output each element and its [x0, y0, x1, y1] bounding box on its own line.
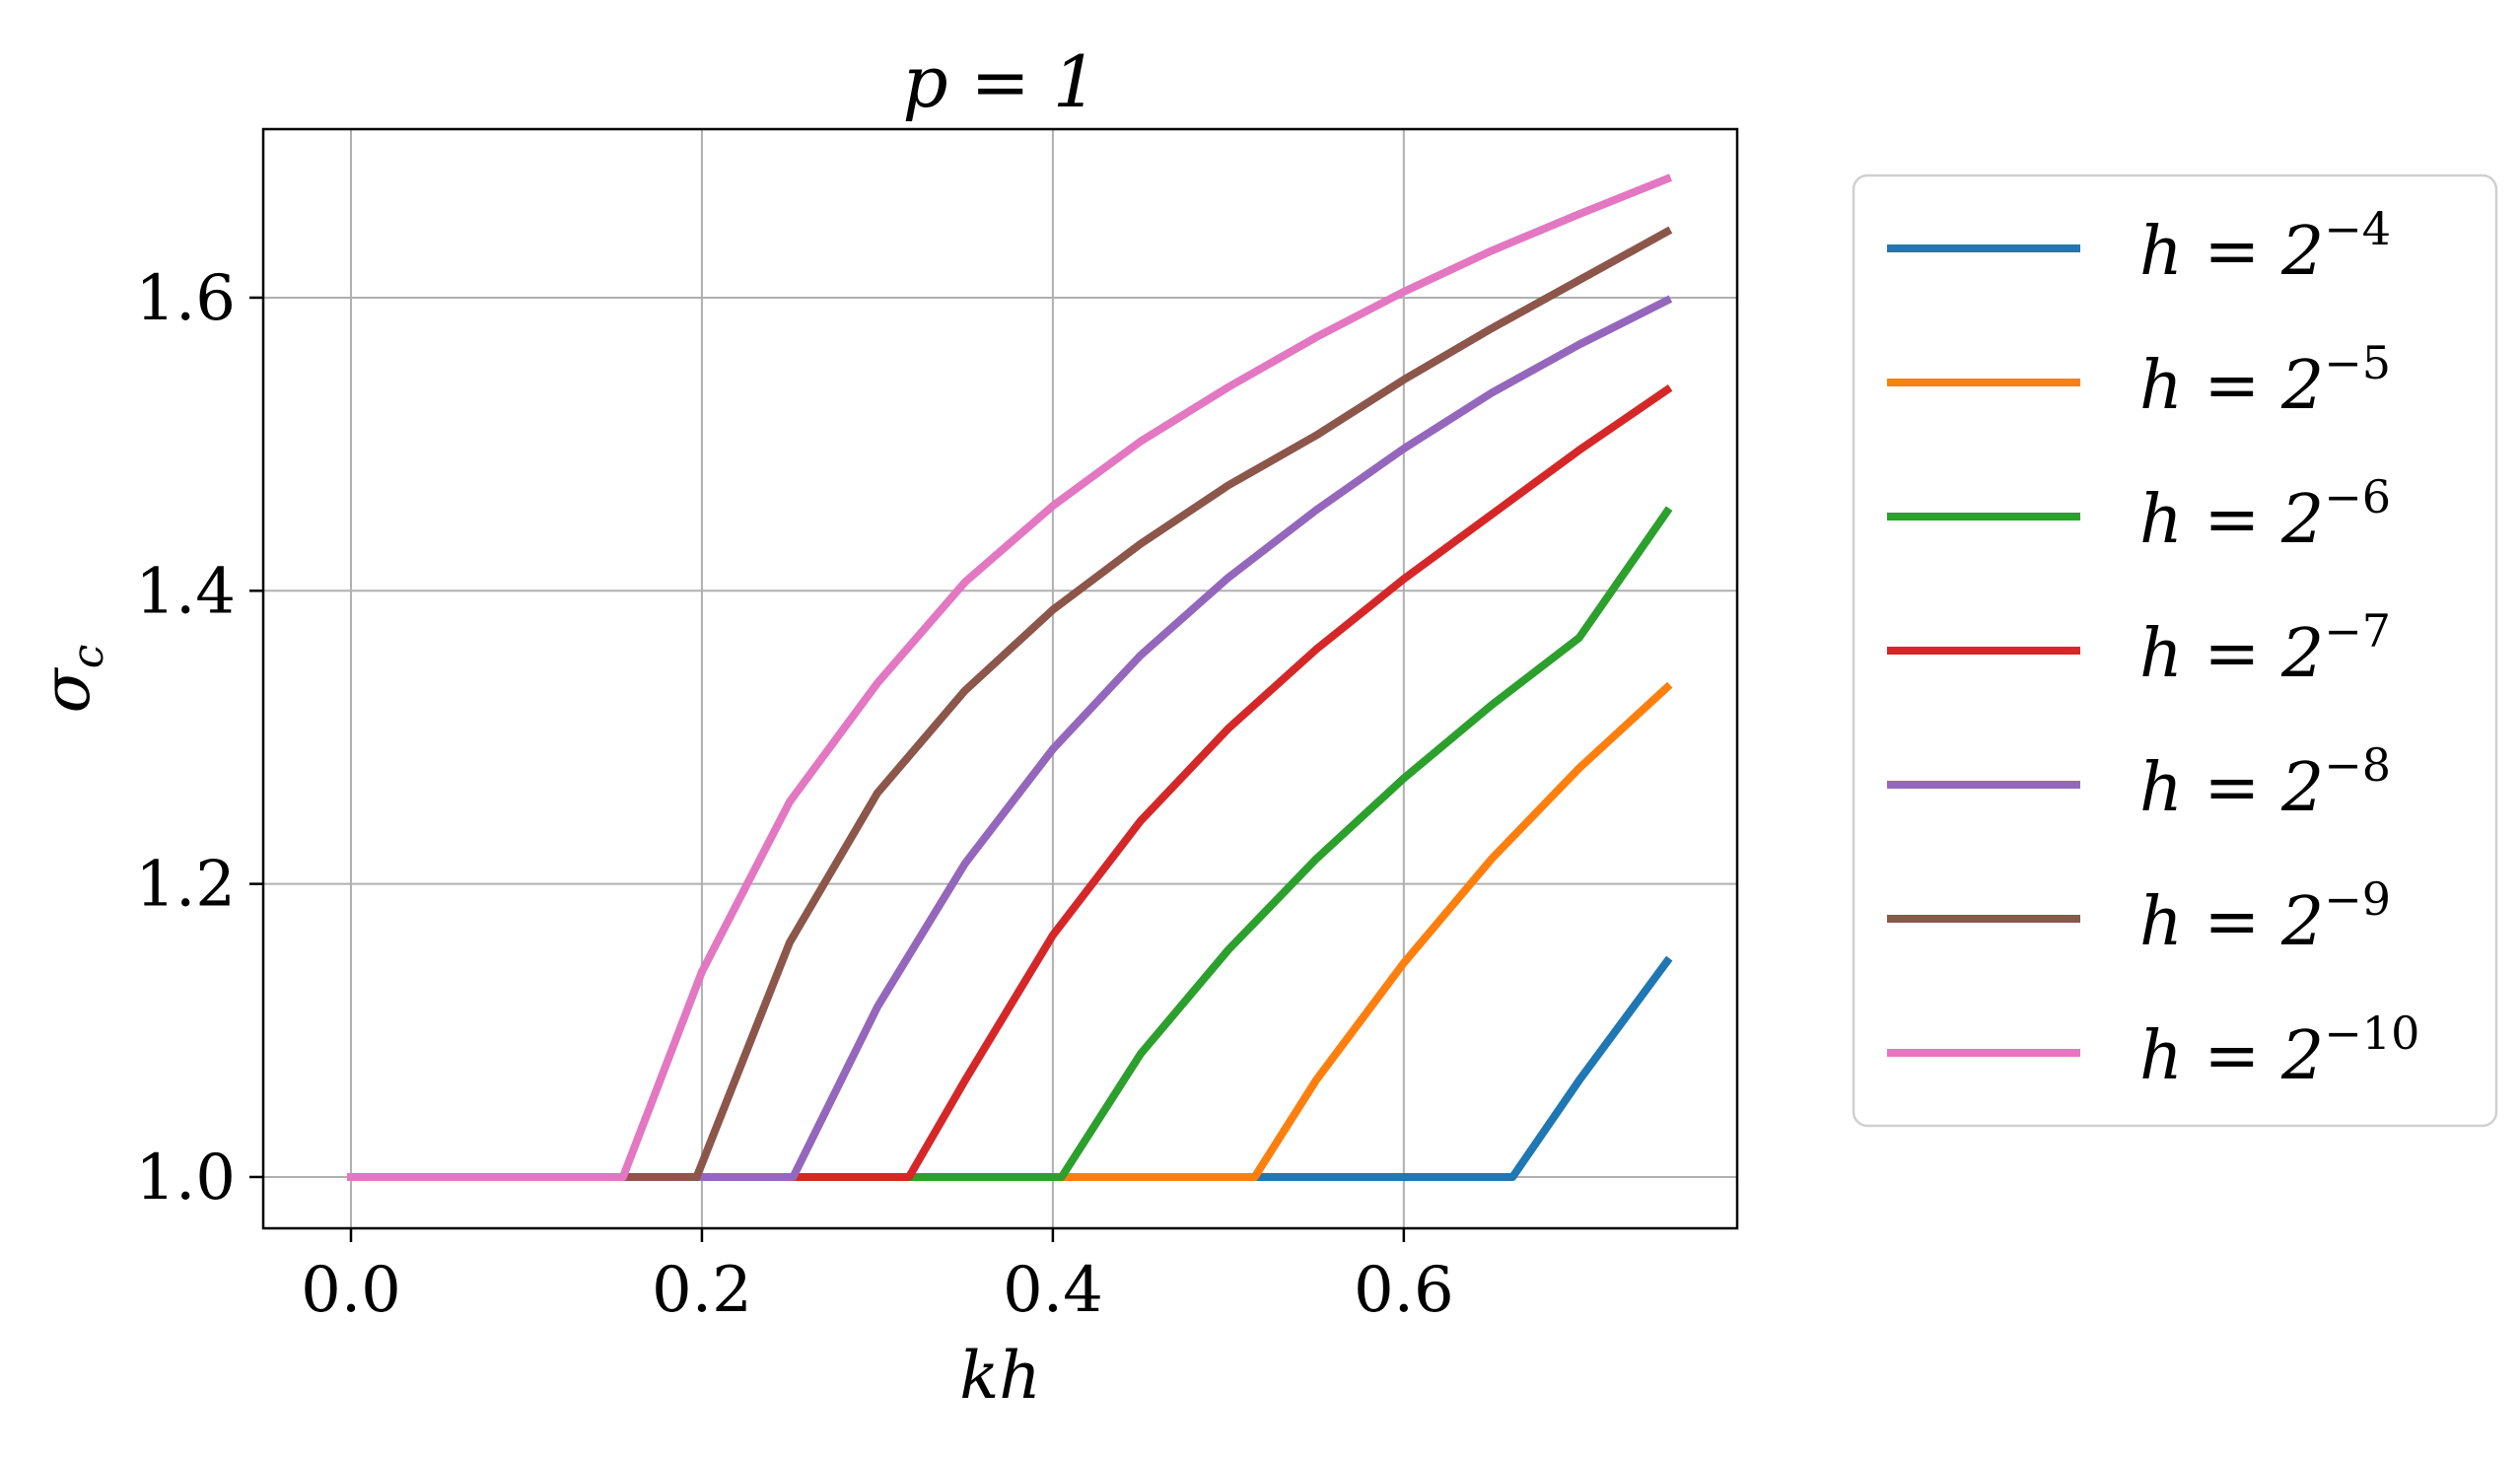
series-lines	[347, 173, 1673, 1181]
legend-entry-label: h = 2−10	[2139, 1006, 2419, 1095]
legend-entry-label: h = 2−6	[2139, 470, 2391, 559]
legend-entry-exponent: −9	[2324, 872, 2391, 926]
legend-box	[1852, 173, 2498, 1128]
y-tick-label: 1.2	[135, 849, 236, 922]
grid	[263, 129, 1737, 1228]
chart-title: p = 1	[903, 40, 1098, 123]
x-tick-label: 0.0	[301, 1254, 401, 1327]
legend-entry-exponent: −10	[2324, 1006, 2419, 1060]
series-line-7	[347, 173, 1673, 1181]
legend-entry-base: h = 2	[2139, 883, 2324, 961]
y-tick-label: 1.6	[135, 262, 236, 335]
series-line-6	[347, 226, 1673, 1181]
series-line-3	[347, 506, 1673, 1181]
legend-entry-base: h = 2	[2139, 347, 2324, 425]
y-tick-label: 1.0	[135, 1142, 236, 1214]
legend-entry-exponent: −4	[2324, 202, 2391, 255]
legend-entry-base: h = 2	[2139, 615, 2324, 693]
y-axis-label-subscript: c	[63, 645, 113, 669]
legend-entry-label: h = 2−9	[2139, 872, 2391, 961]
legend-entry-exponent: −7	[2324, 604, 2391, 658]
x-tick-label: 0.4	[1003, 1254, 1103, 1327]
legend-entry-base: h = 2	[2139, 213, 2324, 291]
series-line-5	[347, 295, 1673, 1181]
legend-entry-base: h = 2	[2139, 1017, 2324, 1095]
y-axis-label: σc	[29, 645, 113, 714]
x-axis-label: kh	[959, 1338, 1041, 1414]
legend-entry-label: h = 2−7	[2139, 604, 2391, 693]
title-text: p = 1	[903, 40, 1098, 123]
legend-entry-label: h = 2−8	[2139, 738, 2391, 827]
legend: h = 2−4h = 2−5h = 2−6h = 2−7h = 2−8h = 2…	[1852, 173, 2498, 1128]
series-line-1	[347, 955, 1673, 1181]
legend-entry-exponent: −5	[2324, 336, 2391, 389]
axis-ticks: 0.0 0.2 0.4 0.6 1.0 1.2 1.4 1.6	[135, 262, 1454, 1327]
legend-entry-label: h = 2−5	[2139, 336, 2391, 425]
legend-entry-base: h = 2	[2139, 749, 2324, 827]
y-axis-label-symbol: σ	[29, 666, 105, 713]
legend-entry-base: h = 2	[2139, 481, 2324, 559]
series-line-2	[347, 681, 1673, 1181]
x-tick-label: 0.2	[652, 1254, 752, 1327]
series-line-4	[347, 384, 1673, 1181]
legend-entry-exponent: −6	[2324, 470, 2391, 523]
legend-entry-label: h = 2−4	[2139, 202, 2391, 291]
legend-entry-exponent: −8	[2324, 738, 2391, 792]
y-tick-label: 1.4	[135, 555, 236, 628]
x-tick-label: 0.6	[1354, 1254, 1454, 1327]
plot-area-frame	[261, 127, 1739, 1230]
